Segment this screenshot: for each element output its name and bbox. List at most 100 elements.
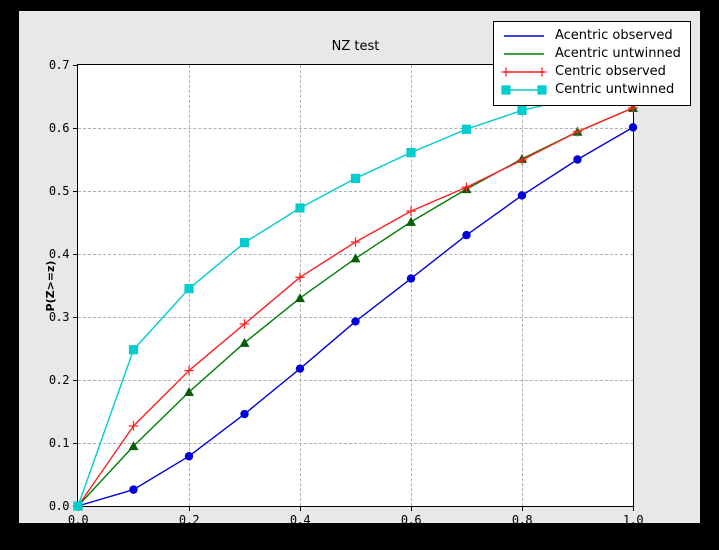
y-tick-mark bbox=[73, 254, 78, 255]
data-point-square bbox=[517, 105, 527, 115]
data-point-square bbox=[239, 238, 250, 248]
series-line bbox=[77, 126, 634, 507]
y-tick-mark bbox=[73, 443, 78, 444]
data-point-square bbox=[184, 284, 194, 294]
chart-title: NZ test bbox=[331, 39, 380, 54]
series-line bbox=[77, 87, 634, 507]
x-tick-mark bbox=[189, 506, 190, 511]
data-point-circle bbox=[517, 191, 527, 200]
y-tick-label: 0.0 bbox=[48, 499, 70, 513]
data-point-circle bbox=[184, 452, 194, 461]
legend-item-3: Centric untwinned bbox=[501, 81, 683, 99]
y-tick-mark bbox=[73, 191, 78, 192]
x-tick-mark bbox=[411, 506, 412, 511]
y-tick-mark bbox=[73, 380, 78, 381]
data-point-square bbox=[501, 85, 511, 95]
y-tick-label: 0.4 bbox=[48, 247, 70, 261]
x-tick-mark bbox=[300, 506, 301, 511]
data-point-circle bbox=[351, 317, 360, 326]
data-point-circle bbox=[628, 123, 638, 132]
y-tick-label: 0.3 bbox=[48, 310, 70, 324]
data-point-plus bbox=[295, 272, 305, 283]
data-point-circle bbox=[406, 274, 416, 283]
data-point-triangle bbox=[295, 293, 305, 303]
data-point-plus bbox=[350, 237, 361, 247]
data-point-circle bbox=[295, 364, 305, 373]
data-point-triangle bbox=[406, 216, 416, 226]
data-point-plus bbox=[572, 126, 583, 137]
y-tick-mark bbox=[73, 128, 78, 129]
y-tick-label: 0.6 bbox=[48, 121, 70, 135]
y-tick-label: 0.7 bbox=[48, 58, 70, 72]
gridline-vertical bbox=[300, 65, 301, 506]
series-0 bbox=[73, 123, 638, 511]
legend-label: Acentric untwinned bbox=[555, 46, 681, 61]
data-point-circle bbox=[462, 230, 471, 240]
plot-inner: NZ test 0.0 0.1 0.2 0.3 0.4 0.5 0.6 0.7 0.0 0.2 0… bbox=[44, 39, 644, 548]
data-point-square bbox=[537, 85, 547, 95]
data-point-circle bbox=[240, 409, 249, 419]
data-point-plus bbox=[239, 319, 250, 329]
x-tick-label: 0.0 bbox=[67, 513, 89, 527]
data-point-plus bbox=[517, 155, 527, 165]
y-tick-mark bbox=[73, 317, 78, 318]
legend-item-2: Centric observed bbox=[501, 63, 683, 81]
series-line bbox=[77, 107, 634, 507]
x-tick-label: 1.0 bbox=[622, 513, 644, 527]
legend-label: Acentric observed bbox=[555, 28, 673, 43]
y-axis-label: P(Z>=z) bbox=[43, 260, 57, 311]
data-point-plus bbox=[501, 67, 511, 77]
legend-label: Centric untwinned bbox=[555, 82, 675, 97]
legend-label: Centric observed bbox=[555, 64, 666, 79]
legend-swatch bbox=[501, 45, 547, 63]
x-tick-label: 0.2 bbox=[178, 513, 200, 527]
x-tick-label: 0.6 bbox=[400, 513, 422, 527]
data-point-square bbox=[406, 147, 416, 158]
y-tick-label: 0.5 bbox=[48, 184, 70, 198]
data-point-triangle bbox=[350, 253, 361, 263]
gridline-vertical bbox=[522, 65, 523, 506]
data-point-triangle bbox=[239, 337, 250, 347]
legend-swatch bbox=[501, 63, 547, 81]
legend-item-1: Acentric untwinned bbox=[501, 45, 683, 63]
y-tick-mark bbox=[73, 65, 78, 66]
series-plot bbox=[73, 83, 638, 511]
data-point-square bbox=[295, 203, 305, 213]
data-point-square bbox=[350, 173, 361, 183]
x-tick-mark bbox=[522, 506, 523, 511]
legend-swatch bbox=[501, 81, 547, 99]
series-2 bbox=[73, 103, 638, 511]
figure-canvas: NZ test 0.0 0.1 0.2 0.3 0.4 0.5 0.6 0.7 0.0 0.2 0… bbox=[19, 11, 700, 548]
y-tick-label: 0.1 bbox=[48, 436, 70, 450]
gridline-horizontal bbox=[78, 443, 633, 444]
y-tick-label: 0.2 bbox=[48, 373, 70, 387]
data-point-circle bbox=[129, 485, 138, 494]
data-point-circle bbox=[573, 155, 582, 164]
gridline-horizontal bbox=[78, 191, 633, 192]
data-point-plus bbox=[184, 365, 194, 376]
data-point-square bbox=[128, 345, 139, 355]
data-point-plus bbox=[461, 182, 472, 193]
plot-area: NZ test 0.0 0.1 0.2 0.3 0.4 0.5 0.6 0.7 0.0 0.2 0… bbox=[44, 39, 644, 548]
data-point-square bbox=[73, 501, 83, 511]
data-point-square bbox=[461, 124, 472, 134]
data-point-triangle bbox=[184, 386, 194, 396]
legend-item-0: Acentric observed bbox=[501, 27, 683, 45]
series-1 bbox=[73, 102, 638, 510]
gridline-horizontal bbox=[78, 128, 633, 129]
series-line bbox=[77, 107, 634, 507]
data-point-plus bbox=[537, 67, 547, 77]
chart-legend: Acentric observed Acentric untwinned Centr… bbox=[493, 21, 691, 106]
x-tick-mark bbox=[633, 506, 634, 511]
gridline-horizontal bbox=[78, 380, 633, 381]
legend-swatch bbox=[501, 27, 547, 45]
data-point-triangle bbox=[128, 441, 139, 451]
x-axis-label: Z bbox=[351, 534, 360, 548]
x-tick-label: 0.4 bbox=[289, 513, 311, 527]
data-point-plus bbox=[128, 421, 139, 431]
data-point-plus bbox=[406, 206, 416, 216]
gridline-vertical bbox=[411, 65, 412, 506]
series-3 bbox=[73, 83, 638, 511]
x-tick-label: 0.8 bbox=[511, 513, 533, 527]
